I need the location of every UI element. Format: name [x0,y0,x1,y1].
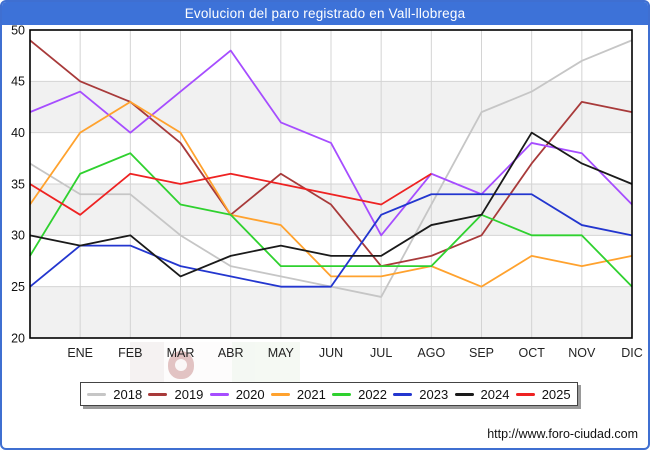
legend-item-2020: 2020 [209,386,265,402]
y-tick-label: 45 [11,75,25,89]
series-line-2023 [29,193,633,288]
y-tick-label: 20 [11,331,25,345]
legend-swatch-2022 [332,392,352,396]
x-tick-label-NOV: NOV [568,346,596,360]
y-tick-label: 25 [11,280,25,294]
series-line-2025 [29,172,432,216]
legend-label-2022: 2022 [358,386,388,402]
legend-label-2025: 2025 [541,386,571,402]
x-tick-label-JUL: JUL [370,346,392,360]
legend-swatch-2021 [270,392,290,396]
x-tick-label-FEB: FEB [118,346,142,360]
legend-swatch-2020 [209,392,229,396]
x-tick-label-DIC: DIC [621,346,643,360]
footer-url[interactable]: http://www.foro-ciudad.com [487,427,638,441]
y-tick-label: 30 [11,229,25,243]
legend-label-2024: 2024 [480,386,510,402]
flag-stripe [130,342,164,384]
title-bar: Evolucion del paro registrado en Vall-ll… [2,2,648,25]
flag-stripe [164,342,232,384]
legend-label-2019: 2019 [174,386,204,402]
series-line-2022 [29,152,633,288]
series-line-2024 [29,131,633,278]
legend: 2018 2019 2020 2021 2022 2023 2024 2025 [80,382,578,406]
x-tick-label-MAY: MAY [268,346,295,360]
page-title: Evolucion del paro registrado en Vall-ll… [184,6,466,21]
legend-label-2021: 2021 [296,386,326,402]
legend-swatch-2023 [393,392,413,396]
legend-swatch-2018 [87,392,107,396]
x-tick-label-ABR: ABR [218,346,244,360]
legend-swatch-2019 [148,392,168,396]
x-tick-label-AGO: AGO [417,346,445,360]
x-tick-label-ENE: ENE [67,346,93,360]
x-tick-label-JUN: JUN [319,346,343,360]
x-tick-label-OCT: OCT [518,346,545,360]
flag-watermark [130,342,300,384]
legend-swatch-2024 [454,392,474,396]
legend-item-2019: 2019 [148,387,203,402]
legend-label-2023: 2023 [419,386,449,402]
y-tick-label: 40 [11,126,25,140]
flag-emblem [168,351,194,379]
legend-item-2025: 2025 [515,386,571,402]
series-line-2021 [29,100,633,288]
flag-stripe [232,342,300,384]
legend-item-2018: 2018 [87,387,142,402]
legend-label-2020: 2020 [235,386,265,402]
legend-item-2022: 2022 [332,387,387,402]
legend-item-2023: 2023 [393,387,448,402]
legend-item-2021: 2021 [270,386,326,402]
y-tick-label: 50 [11,23,25,37]
series-line-2020 [29,49,633,237]
y-tick-label: 35 [11,177,25,191]
legend-label-2018: 2018 [113,386,143,402]
legend-item-2024: 2024 [454,386,510,402]
x-tick-label-SEP: SEP [469,346,494,360]
x-tick-label-MAR: MAR [167,346,195,360]
legend-swatch-2025 [515,392,535,396]
